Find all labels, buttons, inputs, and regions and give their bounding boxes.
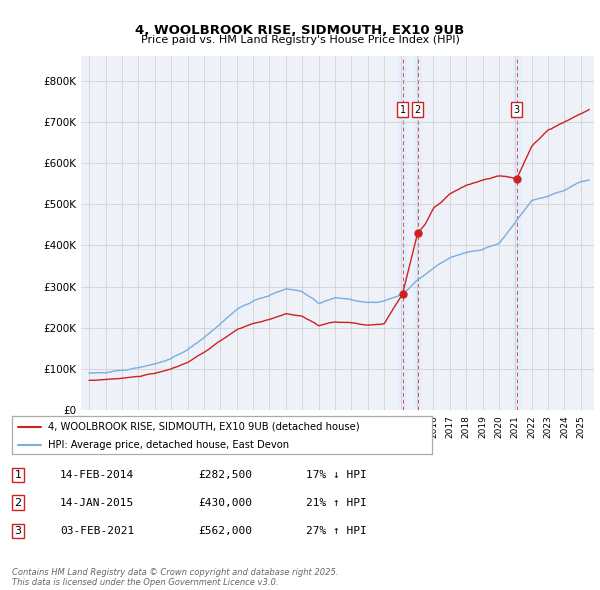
Text: HPI: Average price, detached house, East Devon: HPI: Average price, detached house, East… [48, 440, 289, 450]
Text: £430,000: £430,000 [198, 498, 252, 507]
Text: 14-FEB-2014: 14-FEB-2014 [60, 470, 134, 480]
Text: 3: 3 [514, 104, 520, 114]
Text: 1: 1 [14, 470, 22, 480]
Text: 17% ↓ HPI: 17% ↓ HPI [306, 470, 367, 480]
Text: 14-JAN-2015: 14-JAN-2015 [60, 498, 134, 507]
Text: 3: 3 [14, 526, 22, 536]
Text: 21% ↑ HPI: 21% ↑ HPI [306, 498, 367, 507]
Text: 03-FEB-2021: 03-FEB-2021 [60, 526, 134, 536]
Text: 4, WOOLBROOK RISE, SIDMOUTH, EX10 9UB: 4, WOOLBROOK RISE, SIDMOUTH, EX10 9UB [136, 24, 464, 37]
Text: 27% ↑ HPI: 27% ↑ HPI [306, 526, 367, 536]
Text: Price paid vs. HM Land Registry's House Price Index (HPI): Price paid vs. HM Land Registry's House … [140, 35, 460, 45]
Bar [413, 56, 422, 410]
Text: 2: 2 [415, 104, 421, 114]
Bar [398, 56, 407, 410]
Text: £562,000: £562,000 [198, 526, 252, 536]
Text: 2: 2 [14, 498, 22, 507]
Text: £282,500: £282,500 [198, 470, 252, 480]
Text: 4, WOOLBROOK RISE, SIDMOUTH, EX10 9UB (detached house): 4, WOOLBROOK RISE, SIDMOUTH, EX10 9UB (d… [48, 422, 359, 432]
Bar [513, 56, 521, 410]
Text: 1: 1 [400, 104, 406, 114]
Text: Contains HM Land Registry data © Crown copyright and database right 2025.
This d: Contains HM Land Registry data © Crown c… [12, 568, 338, 587]
